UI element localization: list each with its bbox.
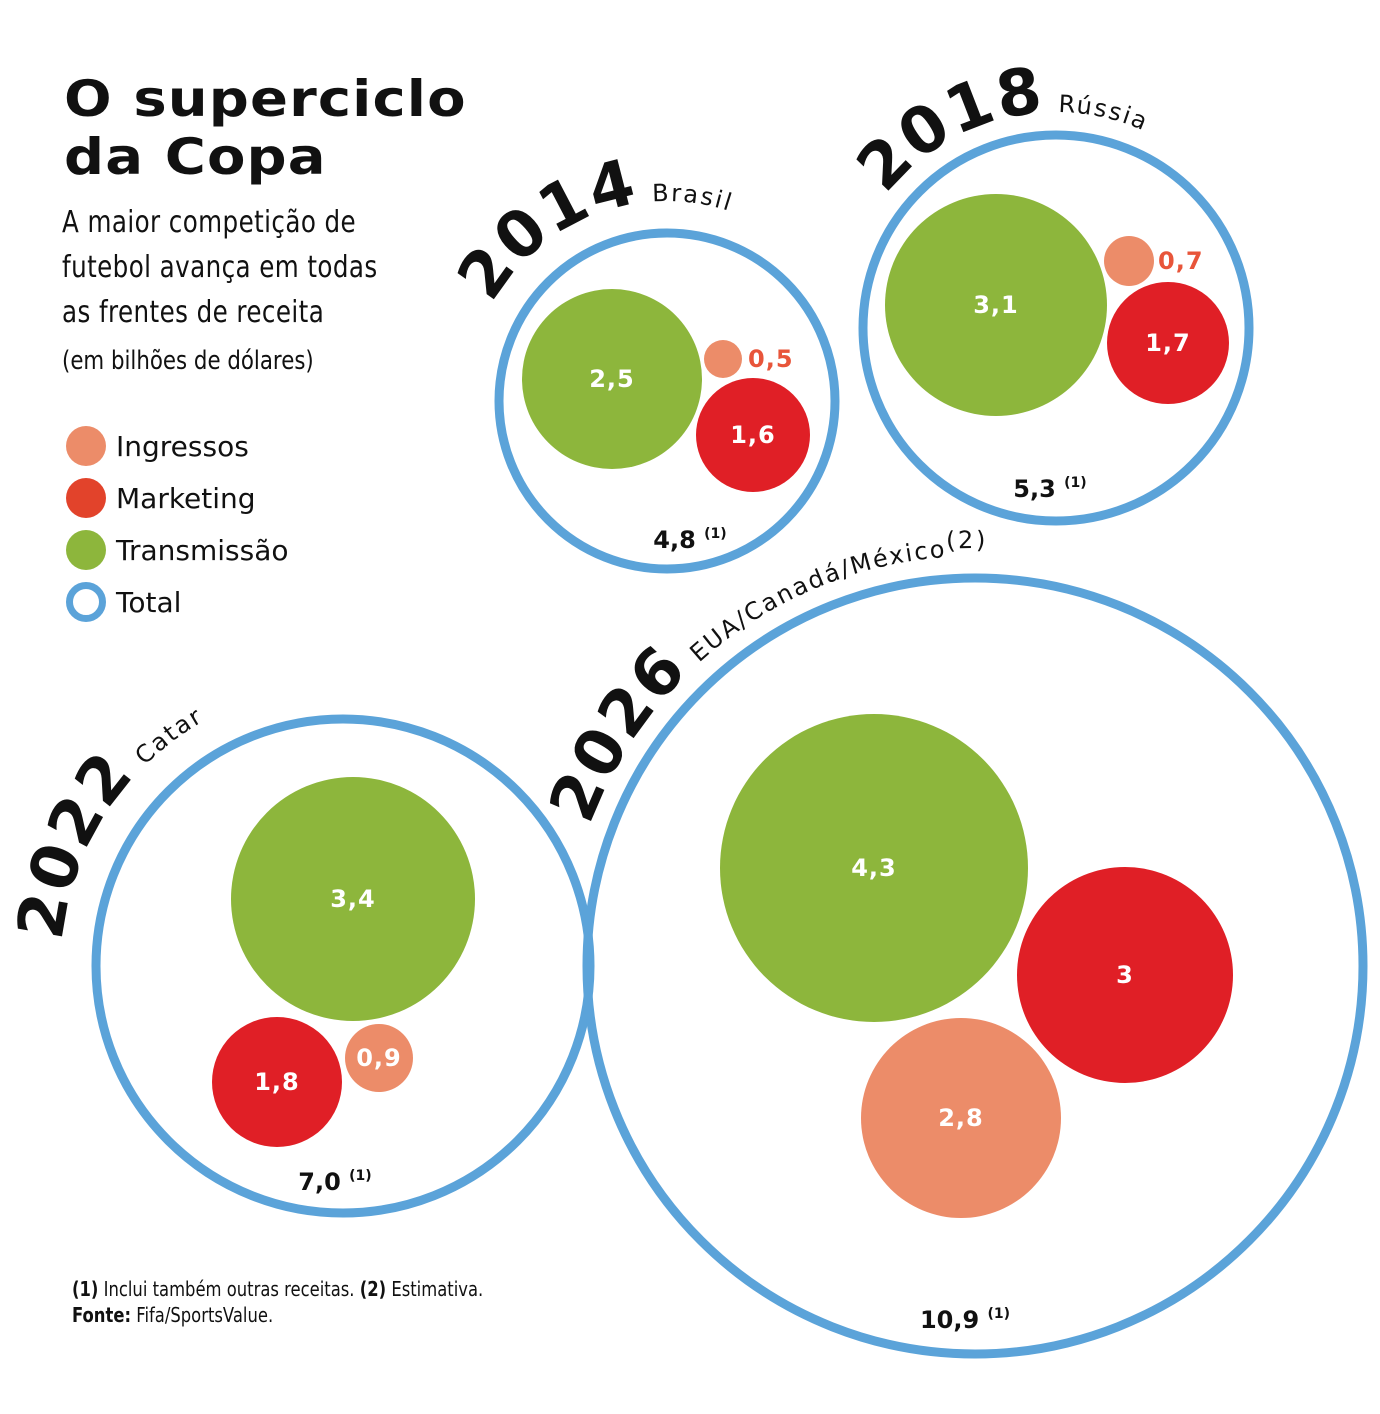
total-value: 10,9 (920, 1306, 988, 1334)
value-label: 1,8 (254, 1068, 300, 1096)
value-label: 1,6 (730, 421, 776, 449)
marketing-bubble (212, 1017, 342, 1147)
total-value: 4,8 (653, 526, 704, 554)
value-label: 0,5 (748, 345, 794, 373)
note-text: Inclui também outras receitas. (98, 1277, 360, 1301)
note-text: Estimativa. (386, 1277, 484, 1301)
year-label: 2018 (843, 54, 1048, 206)
edition-2018: 3,1 1,7 0,7 5,3 (1) 2018 Rússia (843, 54, 1254, 526)
country-label: Rússia (1058, 90, 1153, 137)
total-label: 7,0 (1) (298, 1168, 371, 1196)
transmissao-bubble (720, 714, 1028, 1022)
value-label: 0,9 (356, 1044, 402, 1072)
value-label: 2,5 (589, 365, 635, 393)
footnotes: (1) Inclui também outras receitas. (2) E… (72, 1276, 483, 1328)
marketing-bubble (1107, 282, 1229, 404)
legend-label: Total (116, 585, 182, 619)
value-label: 0,7 (1158, 247, 1204, 275)
legend-item-ingressos: Ingressos (66, 420, 289, 472)
total-label: 4,8 (1) (653, 526, 726, 554)
legend: Ingressos Marketing Transmissão Total (66, 420, 289, 628)
edition-label-path: 2014 Brasil (444, 145, 737, 312)
ingressos-swatch (66, 426, 106, 466)
chart-title: O superciclo da Copa (64, 70, 467, 186)
note-mark: (1) (72, 1277, 99, 1301)
legend-item-marketing: Marketing (66, 472, 289, 524)
value-label: 2,8 (938, 1104, 984, 1132)
edition-label-path: 2018 Rússia (843, 54, 1153, 206)
legend-label: Marketing (116, 481, 256, 515)
total-ring (858, 130, 1254, 526)
ingressos-bubble (704, 340, 742, 378)
legend-label: Transmissão (116, 533, 289, 567)
title-line-2: da Copa (64, 128, 327, 186)
legend-item-total: Total (66, 576, 289, 628)
total-note: (1) (1064, 475, 1087, 491)
marketing-swatch (66, 478, 106, 518)
total-value: 5,3 (1013, 475, 1064, 503)
value-label: 3 (1116, 961, 1134, 989)
unit-label: (em bilhões de dólares) (62, 346, 314, 376)
edition-label: 2014 Brasil (444, 145, 737, 312)
value-label: 3,1 (973, 291, 1019, 319)
country-note: (2) (945, 526, 987, 555)
title-line-1: O superciclo (64, 70, 467, 128)
edition-2022: 3,41,80,97,0 (1)2022Catar (4, 701, 595, 1218)
note-mark: (2) (359, 1277, 387, 1301)
value-label: 3,4 (330, 885, 376, 913)
total-label: 5,3 (1) (1013, 475, 1086, 503)
country-label: Catar (130, 701, 208, 770)
transmissao-bubble (522, 289, 702, 469)
total-label: 10,9 (1) (920, 1306, 1010, 1334)
country-label: Brasil (652, 179, 737, 217)
source-label: Fonte: (72, 1303, 132, 1327)
edition-2014: 2,5 1,6 0,5 4,8 (1) 2014 Brasil (444, 145, 840, 574)
transmissao-bubble (885, 194, 1107, 416)
total-note: (1) (349, 1168, 372, 1184)
source-text: Fifa/SportsValue. (131, 1303, 274, 1327)
source-line: Fonte: Fifa/SportsValue. (72, 1302, 483, 1328)
footnote-line: (1) Inclui também outras receitas. (2) E… (72, 1276, 483, 1302)
legend-label: Ingressos (116, 429, 249, 463)
value-label: 4,3 (851, 854, 897, 882)
ingressos-bubble (861, 1018, 1061, 1218)
marketing-bubble (696, 378, 810, 492)
ingressos-bubble (1104, 236, 1154, 286)
edition-2026: 4,332,810,9 (1)2026EUA/Canadá/México(2) (536, 526, 1368, 1359)
transmissao-bubble (231, 777, 475, 1021)
value-label: 1,7 (1145, 329, 1191, 357)
total-swatch (66, 582, 106, 622)
total-note: (1) (988, 1306, 1011, 1322)
edition-label: 2018 Rússia (843, 54, 1153, 206)
total-value: 7,0 (298, 1168, 349, 1196)
total-ring (494, 228, 840, 574)
total-ring (582, 573, 1368, 1359)
total-note: (1) (704, 526, 727, 542)
marketing-bubble (1017, 867, 1233, 1083)
ingressos-bubble (345, 1024, 413, 1092)
chart-subtitle: A maior competição de futebol avança em … (62, 205, 378, 330)
legend-item-transmissao: Transmissão (66, 524, 289, 576)
transmissao-swatch (66, 530, 106, 570)
